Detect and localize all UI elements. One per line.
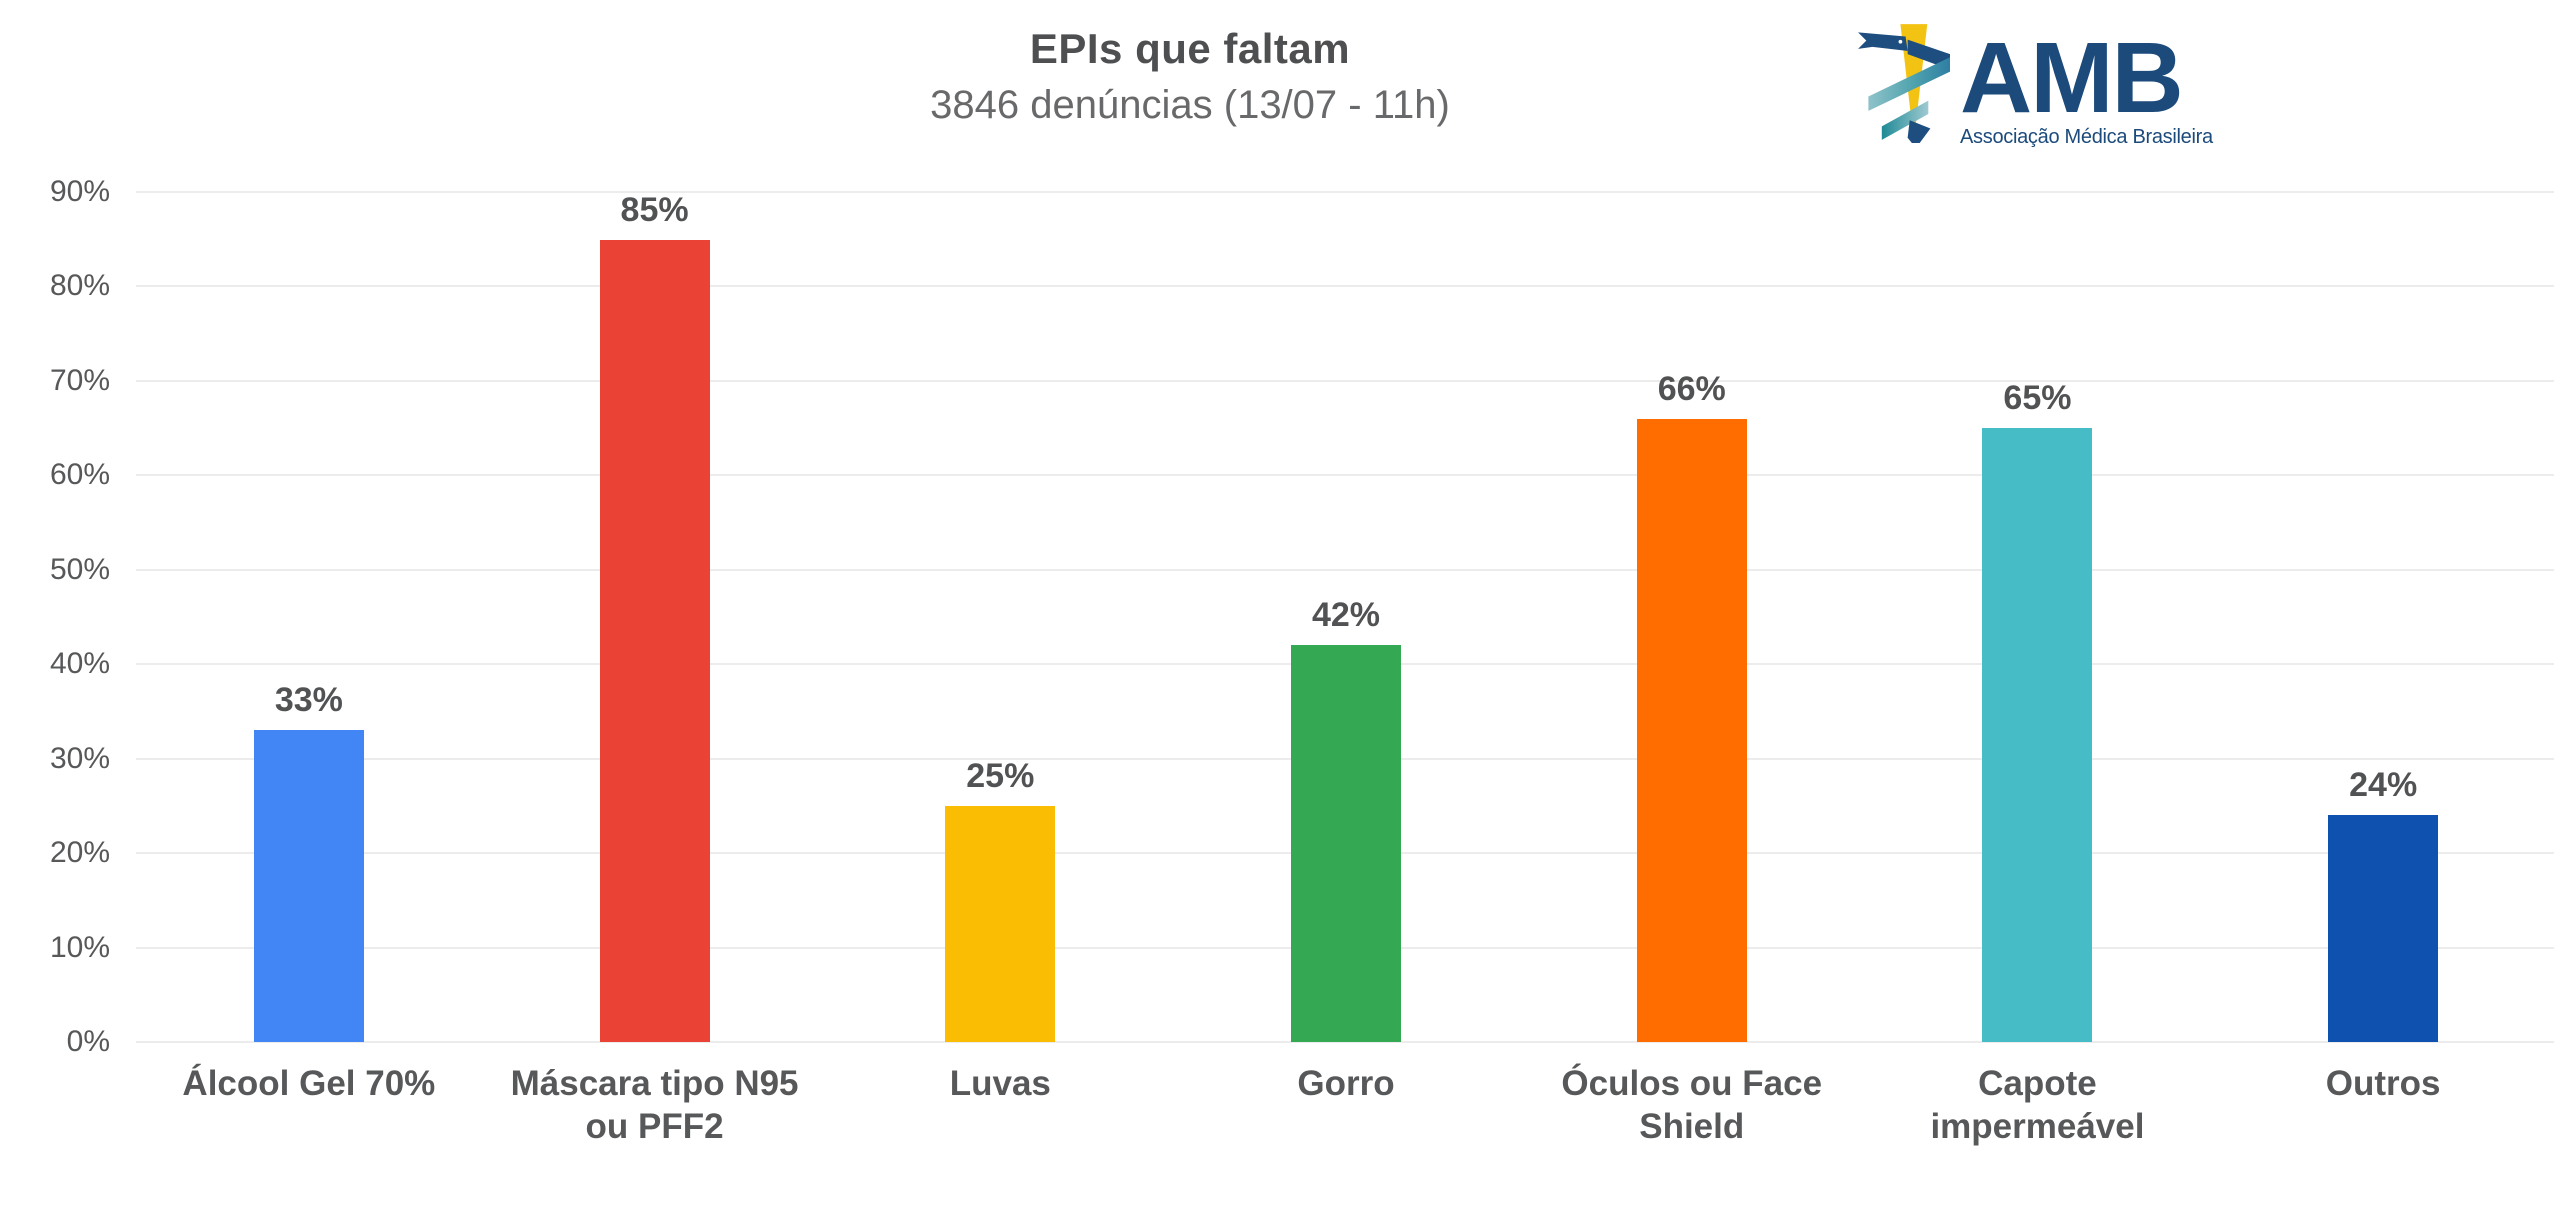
bar-column: 24% (2210, 192, 2556, 1042)
x-category-label: Capote impermeável (1930, 1064, 2145, 1146)
bar (2328, 815, 2439, 1042)
y-tick-label: 0% (66, 1025, 110, 1058)
y-tick-label: 90% (49, 175, 110, 208)
logo-tagline: Associação Médica Brasileira (1960, 126, 2213, 148)
y-tick-label: 50% (49, 552, 110, 586)
logo-acronym: AMB (1960, 22, 2184, 134)
chart-title: EPIs que faltam (1029, 25, 1351, 72)
y-tick-label: 40% (49, 647, 110, 681)
y-tick-label: 70% (49, 363, 110, 397)
bar-value-label: 33% (274, 681, 343, 719)
logo-text: AMB Associação Médica Brasileira (1960, 22, 2213, 149)
bar-value-label: 42% (1311, 596, 1381, 634)
x-axis-labels: Álcool Gel 70% Máscara tipo N95 ou PFF2 Lu… (136, 1062, 2556, 1148)
bar-column: 66% (1519, 192, 1865, 1042)
y-tick-label: 80% (49, 269, 110, 303)
x-category-label: Luvas (949, 1064, 1051, 1103)
gridline (136, 1041, 2554, 1043)
y-tick-label: 60% (49, 458, 110, 492)
chart-subtitle: 3846 denúncias (13/07 - 11h) (930, 83, 1450, 127)
bar (253, 730, 364, 1042)
chart-header: EPIs que faltam 3846 denúncias (13/07 - … (0, 24, 2380, 130)
y-tick-label: 30% (49, 741, 110, 775)
x-category-label: Outros (2325, 1064, 2441, 1103)
bar-value-label: 25% (966, 757, 1035, 795)
bar-column: 65% (1865, 192, 2211, 1042)
x-category-label: Gorro (1297, 1064, 1395, 1103)
bar-value-label: 85% (620, 191, 689, 229)
bar-column: 85% (482, 192, 828, 1042)
gridline (136, 191, 2554, 193)
caduceus-icon (1858, 24, 1950, 143)
x-category-label: Máscara tipo N95 ou PFF2 (510, 1064, 799, 1146)
x-category-label: Álcool Gel 70% (182, 1064, 436, 1103)
bar-value-label: 24% (2349, 766, 2418, 804)
bars-row: 33% 85% 25% 42% 66% 65% 24% (136, 192, 2556, 1042)
gridline (136, 474, 2554, 477)
gridline (136, 568, 2554, 571)
amb-logo: AMB Associação Médica Brasileira (1856, 22, 2213, 149)
bar (599, 240, 710, 1042)
y-tick-label: 20% (49, 836, 110, 870)
bar (945, 806, 1056, 1042)
gridline (136, 285, 2554, 288)
bar (1636, 419, 1747, 1042)
bar (1982, 428, 2093, 1042)
bar (1291, 645, 1402, 1042)
bar-value-label: 65% (2003, 379, 2072, 417)
bar-value-label: 66% (1657, 370, 1726, 408)
y-tick-label: 10% (49, 930, 110, 964)
gridline (136, 379, 2554, 382)
x-category-label: Óculos ou Face Shield (1561, 1064, 1823, 1146)
bar-column: 33% (136, 192, 482, 1042)
bar-column: 42% (1173, 192, 1519, 1042)
bar-column: 25% (827, 192, 1173, 1042)
